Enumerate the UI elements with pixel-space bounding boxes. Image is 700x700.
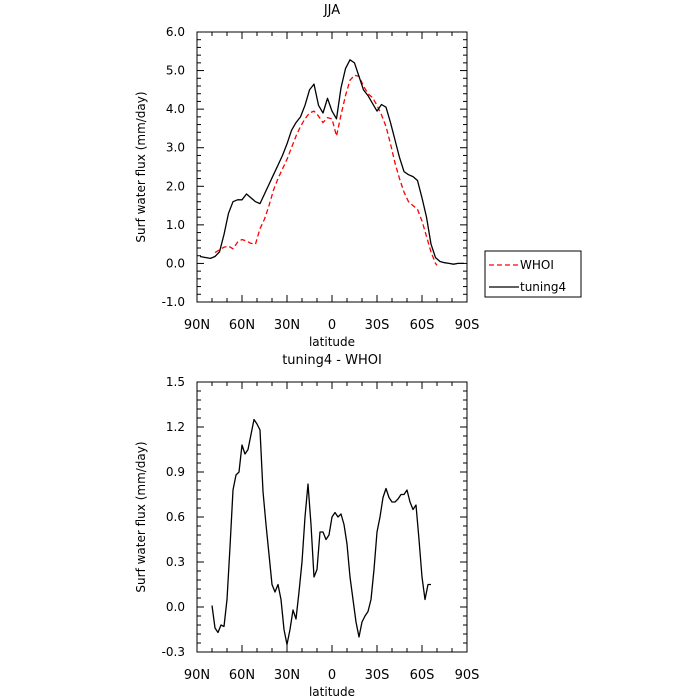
x-axis-label: latitude	[309, 335, 355, 349]
x-tick-label: 0	[328, 668, 336, 683]
x-tick-label: 60N	[229, 668, 255, 683]
y-tick-label: 6.0	[166, 25, 185, 39]
y-tick-label: -1.0	[162, 295, 185, 309]
y-tick-label: 4.0	[166, 102, 185, 116]
y-tick-label: 1.2	[166, 420, 185, 434]
chart-1: JJA 90N 60N 30N 0 30S 60S 90S -1.0 0.0 1.0 2.0 3.0 4.…	[134, 3, 582, 349]
chart-title: JJA	[323, 3, 340, 18]
y-axis-label: Surf water flux (mm/day)	[134, 441, 148, 592]
y-axis-label: Surf water flux (mm/day)	[134, 91, 148, 242]
legend-box	[484, 250, 582, 298]
y-tick-label: 0.0	[166, 256, 185, 270]
legend-label-whoi: WHOI	[520, 258, 554, 272]
series-line-whoi	[214, 74, 438, 266]
x-tick-label: 30N	[274, 668, 300, 683]
series-line-tuning4	[199, 59, 464, 265]
y-tick-label: 3.0	[166, 141, 185, 155]
chart-title: tuning4 - WHOI	[282, 353, 382, 368]
y-tick-label: 2.0	[166, 179, 185, 193]
x-tick-label: 30S	[365, 318, 390, 333]
y-tick-label: 1.5	[166, 375, 185, 389]
x-tick-label: 60N	[229, 318, 255, 333]
y-tick-label: 0.0	[166, 600, 185, 614]
legend-label-tuning4: tuning4	[520, 280, 566, 294]
plot-frame	[196, 31, 468, 303]
x-tick-label: 60S	[410, 668, 435, 683]
legend: WHOI tuning4	[484, 250, 582, 298]
x-tick-label: 90N	[184, 318, 210, 333]
x-tick-label: 90N	[184, 668, 210, 683]
series-line-difference	[211, 418, 431, 646]
x-axis-label: latitude	[309, 685, 355, 699]
x-tick-label: 30S	[365, 668, 390, 683]
y-tick-label: 0.6	[166, 510, 185, 524]
x-tick-label: 90S	[455, 318, 480, 333]
y-tick-label: 1.0	[166, 218, 185, 232]
y-tick-label: -0.3	[162, 645, 185, 659]
chart-2: tuning4 - WHOI 90N 60N 30N 0 30S 60S 90S -0.3 0.0…	[134, 353, 479, 699]
x-tick-label: 30N	[274, 318, 300, 333]
x-tick-label: 0	[328, 318, 336, 333]
x-tick-label: 60S	[410, 318, 435, 333]
y-tick-label: 0.3	[166, 555, 185, 569]
y-tick-label: 0.9	[166, 465, 185, 479]
y-tick-label: 5.0	[166, 64, 185, 78]
x-tick-label: 90S	[455, 668, 480, 683]
